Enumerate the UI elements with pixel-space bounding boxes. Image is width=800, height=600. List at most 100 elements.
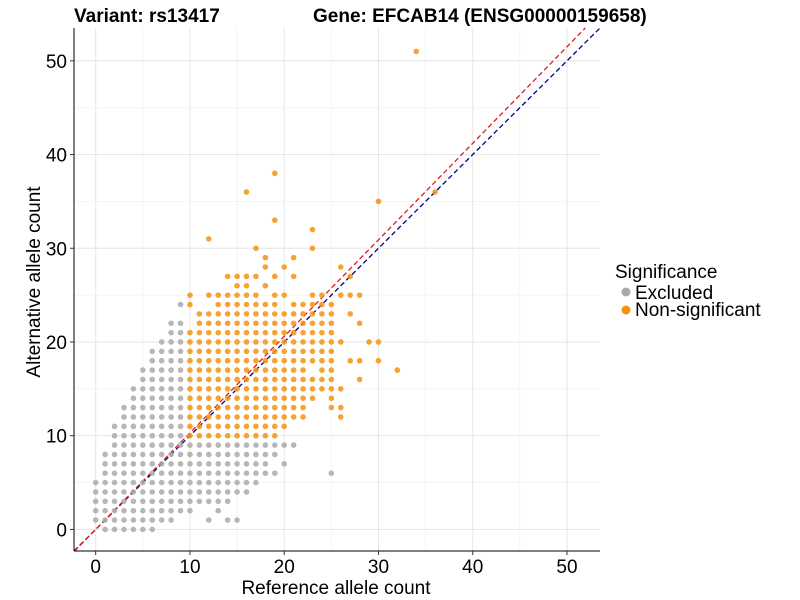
x-tick-label: 40 — [462, 557, 483, 578]
point-excluded — [215, 442, 222, 448]
point-excluded — [187, 489, 193, 495]
point-non-significant — [328, 404, 335, 411]
point-non-significant — [243, 357, 250, 364]
point-non-significant — [234, 301, 240, 308]
point-non-significant — [328, 395, 335, 402]
point-non-significant — [205, 348, 212, 355]
point-non-significant — [234, 329, 240, 336]
point-excluded — [130, 451, 137, 458]
point-excluded — [158, 339, 165, 345]
point-excluded — [243, 470, 250, 477]
point-non-significant — [187, 292, 193, 298]
point-excluded — [177, 489, 184, 495]
point-non-significant — [290, 376, 297, 383]
point-excluded — [187, 442, 193, 448]
point-excluded — [121, 507, 127, 514]
point-non-significant — [300, 348, 306, 355]
point-non-significant — [271, 320, 278, 327]
point-excluded — [140, 526, 146, 533]
point-non-significant — [271, 367, 278, 373]
point-non-significant — [300, 395, 306, 402]
point-non-significant — [262, 432, 269, 439]
point-non-significant — [271, 311, 278, 317]
point-non-significant — [337, 404, 344, 411]
point-excluded — [121, 470, 127, 477]
point-non-significant — [290, 339, 297, 345]
point-non-significant — [243, 376, 250, 383]
point-non-significant — [215, 414, 222, 420]
point-excluded — [234, 489, 240, 495]
point-non-significant — [281, 348, 288, 355]
point-non-significant — [187, 301, 193, 308]
point-excluded — [130, 479, 137, 486]
point-excluded — [205, 451, 212, 458]
point-excluded — [243, 451, 250, 458]
point-excluded — [158, 442, 165, 448]
point-non-significant — [253, 273, 259, 280]
point-excluded — [215, 507, 222, 514]
point-non-significant — [224, 414, 231, 420]
legend-label-excluded: Excluded — [635, 283, 713, 304]
point-excluded — [177, 461, 184, 467]
point-non-significant — [243, 339, 250, 345]
point-excluded — [130, 517, 137, 523]
point-excluded — [168, 329, 174, 336]
point-non-significant — [328, 357, 335, 364]
point-non-significant — [215, 357, 222, 364]
point-excluded — [130, 423, 137, 430]
point-non-significant — [234, 357, 240, 364]
point-non-significant — [215, 348, 222, 355]
point-non-significant — [205, 329, 212, 336]
point-non-significant — [196, 348, 203, 355]
point-non-significant — [375, 357, 382, 364]
grid-lines — [74, 28, 600, 551]
point-non-significant — [196, 432, 203, 439]
point-excluded — [177, 386, 184, 392]
point-excluded — [149, 395, 156, 402]
point-non-significant — [187, 376, 193, 383]
point-non-significant — [300, 329, 306, 336]
point-excluded — [92, 479, 99, 486]
point-excluded — [224, 451, 231, 458]
point-excluded — [102, 489, 108, 495]
point-non-significant — [281, 404, 288, 411]
point-non-significant — [319, 301, 325, 308]
point-excluded — [158, 432, 165, 439]
point-excluded — [111, 442, 118, 448]
point-non-significant — [281, 386, 288, 392]
point-non-significant — [271, 273, 278, 280]
point-excluded — [205, 489, 212, 495]
point-excluded — [158, 479, 165, 486]
point-non-significant — [243, 320, 250, 327]
legend-key-excluded — [621, 287, 631, 297]
point-non-significant — [205, 311, 212, 317]
point-non-significant — [262, 395, 269, 402]
point-non-significant — [290, 404, 297, 411]
point-non-significant — [262, 376, 269, 383]
point-non-significant — [262, 264, 269, 270]
point-non-significant — [356, 357, 363, 364]
point-excluded — [205, 461, 212, 467]
point-non-significant — [262, 386, 269, 392]
point-excluded — [168, 498, 174, 505]
point-non-significant — [224, 395, 231, 402]
point-excluded — [149, 470, 156, 477]
point-excluded — [140, 442, 146, 448]
point-excluded — [234, 470, 240, 477]
point-non-significant — [224, 367, 231, 373]
point-non-significant — [347, 357, 353, 364]
point-non-significant — [375, 198, 382, 205]
point-non-significant — [271, 348, 278, 355]
point-excluded — [149, 442, 156, 448]
point-excluded — [177, 376, 184, 383]
point-excluded — [196, 498, 203, 505]
point-non-significant — [187, 367, 193, 373]
point-non-significant — [215, 301, 222, 308]
point-non-significant — [205, 357, 212, 364]
point-excluded — [121, 423, 127, 430]
point-excluded — [187, 479, 193, 486]
data-points — [92, 48, 438, 533]
point-excluded — [168, 479, 174, 486]
point-excluded — [158, 386, 165, 392]
x-tick-label: 50 — [556, 557, 577, 578]
